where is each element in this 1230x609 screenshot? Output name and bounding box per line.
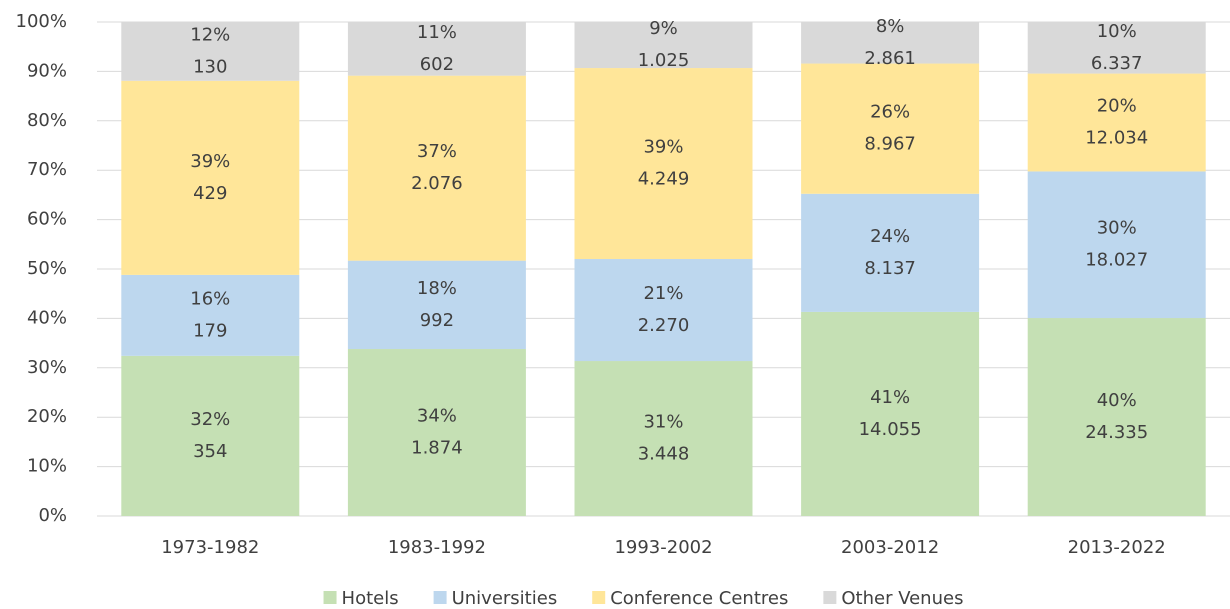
value-label: 39% — [190, 151, 230, 172]
count-label: 18.027 — [1085, 250, 1148, 271]
value-label: 31% — [643, 412, 683, 433]
x-tick-label: 1973-1982 — [161, 537, 259, 558]
x-tick-label: 1993-2002 — [614, 537, 712, 558]
bar-segment — [121, 274, 300, 356]
bar-segment — [121, 80, 300, 275]
count-label: 12.034 — [1085, 128, 1148, 149]
count-label: 992 — [420, 310, 454, 331]
x-tick-label: 2003-2012 — [841, 537, 939, 558]
bar-segment — [801, 63, 980, 194]
value-label: 24% — [870, 226, 910, 247]
count-label: 2.270 — [638, 315, 690, 336]
bar-segment — [1027, 318, 1206, 516]
value-label: 30% — [1097, 218, 1137, 239]
value-label: 26% — [870, 102, 910, 123]
bar-segment — [347, 22, 526, 76]
y-tick-label: 50% — [27, 258, 67, 279]
value-label: 18% — [417, 278, 457, 299]
x-tick-label: 1983-1992 — [388, 537, 486, 558]
count-label: 2.076 — [411, 173, 463, 194]
y-tick-label: 100% — [16, 11, 67, 32]
y-tick-label: 40% — [27, 307, 67, 328]
bar-segment — [1027, 73, 1206, 172]
y-tick-label: 20% — [27, 406, 67, 427]
x-tick-label: 2013-2022 — [1068, 537, 1166, 558]
legend-label: Hotels — [342, 588, 399, 609]
bar-segment — [347, 75, 526, 261]
count-label: 354 — [193, 441, 227, 462]
value-label: 8% — [876, 16, 905, 37]
count-label: 24.335 — [1085, 422, 1148, 443]
count-label: 14.055 — [859, 419, 922, 440]
value-label: 32% — [190, 409, 230, 430]
y-tick-label: 70% — [27, 159, 67, 180]
value-label: 11% — [417, 22, 457, 43]
y-tick-label: 30% — [27, 357, 67, 378]
y-tick-label: 10% — [27, 456, 67, 477]
bar-segment — [1027, 171, 1206, 319]
value-label: 20% — [1097, 96, 1137, 117]
bar-segment — [121, 22, 300, 81]
y-tick-label: 80% — [27, 110, 67, 131]
count-label: 179 — [193, 320, 227, 341]
value-label: 10% — [1097, 21, 1137, 42]
count-label: 2.861 — [864, 48, 916, 69]
value-label: 41% — [870, 387, 910, 408]
bar-segment — [801, 193, 980, 312]
value-label: 21% — [643, 283, 683, 304]
value-label: 34% — [417, 406, 457, 427]
legend-label: Universities — [452, 588, 558, 609]
y-tick-label: 0% — [38, 505, 67, 526]
count-label: 1.874 — [411, 438, 463, 459]
y-tick-label: 90% — [27, 60, 67, 81]
legend-swatch — [433, 591, 447, 604]
value-label: 9% — [649, 18, 678, 39]
bar-segment — [801, 22, 980, 64]
count-label: 3.448 — [638, 444, 690, 465]
count-label: 1.025 — [638, 50, 690, 71]
bar-segment — [574, 361, 753, 516]
legend-label: Conference Centres — [610, 588, 788, 609]
bar-segment — [574, 22, 753, 69]
count-label: 130 — [193, 56, 227, 77]
bar-segment — [574, 68, 753, 260]
count-label: 6.337 — [1091, 53, 1143, 74]
bar-segment — [347, 349, 526, 516]
value-label: 39% — [643, 137, 683, 158]
count-label: 8.967 — [864, 134, 916, 155]
legend-swatch — [592, 591, 606, 604]
value-label: 16% — [190, 288, 230, 309]
bar-segment — [801, 311, 980, 516]
legend-swatch — [323, 591, 337, 604]
value-label: 37% — [417, 141, 457, 162]
bar-segment — [1027, 22, 1206, 74]
bar-segment — [121, 355, 300, 516]
legend-label: Other Venues — [841, 588, 963, 609]
count-label: 8.137 — [864, 258, 916, 279]
bar-segment — [347, 260, 526, 350]
count-label: 602 — [420, 54, 454, 75]
value-label: 12% — [190, 24, 230, 45]
count-label: 4.249 — [638, 169, 690, 190]
y-tick-label: 60% — [27, 209, 67, 230]
value-label: 40% — [1097, 390, 1137, 411]
bar-segment — [574, 259, 753, 362]
count-label: 429 — [193, 183, 227, 204]
legend-swatch — [823, 591, 837, 604]
